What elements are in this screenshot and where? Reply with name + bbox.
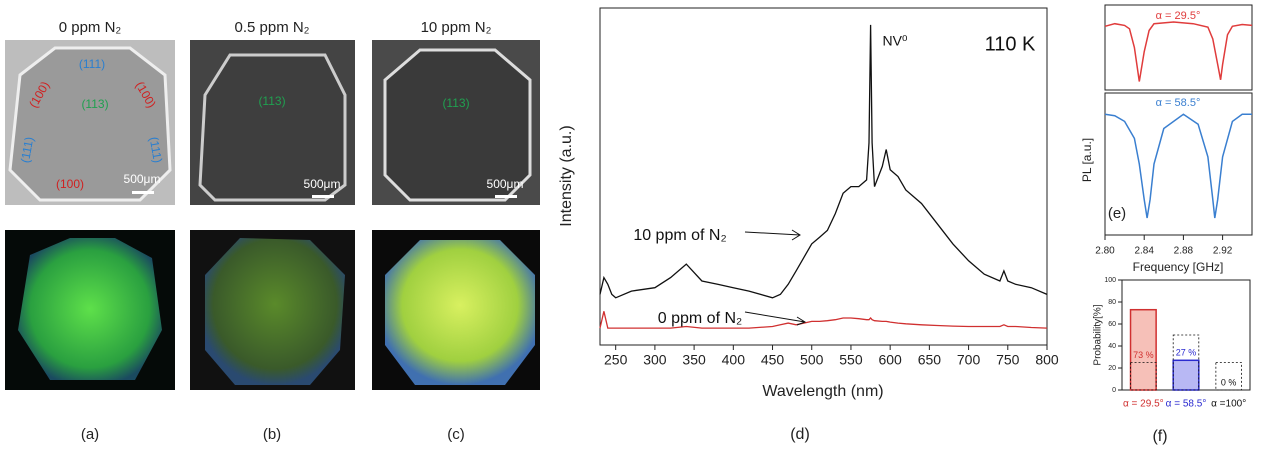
series-line: [599, 311, 1048, 329]
x-tick-label: α = 29.5°: [1123, 399, 1164, 410]
facet: (111): [79, 57, 105, 71]
y-tick-label: 20: [1108, 365, 1116, 372]
x-tick-label: 2.80: [1095, 246, 1115, 257]
x-tick-label: 2.92: [1213, 246, 1233, 257]
crystal: [205, 238, 345, 385]
facet: (113): [442, 96, 469, 110]
crystal: [383, 48, 532, 202]
x-tick-label: 2.88: [1174, 246, 1194, 257]
y-tick-label: 80: [1108, 299, 1116, 306]
series-label: 0 ppm of N₂: [658, 310, 742, 327]
x-tick-label: 800: [1035, 352, 1059, 368]
crystal: [198, 53, 347, 202]
facet: (113): [258, 94, 285, 108]
bar: [1172, 359, 1200, 391]
arrow: [744, 311, 807, 326]
scale-label: 500μm: [487, 177, 524, 191]
panel-label: (f): [1152, 428, 1167, 445]
panel-label: (b): [263, 426, 281, 443]
reference-bar: [1215, 362, 1242, 391]
x-tick-label: 300: [643, 352, 667, 368]
crystal: [18, 238, 162, 380]
facet: (111): [18, 136, 36, 164]
photo-title: 0 ppm N₂: [59, 19, 122, 36]
x-tick-label: 600: [878, 352, 902, 368]
x-tick-label: 550: [839, 352, 863, 368]
charts: 250 300 350 400 450 500 550 600 650 700 750 800Wave…: [558, 4, 1253, 445]
plot-frame: [599, 7, 1048, 346]
x-tick-label: 700: [957, 352, 981, 368]
crystal: [385, 240, 535, 385]
panel-label: (c): [447, 426, 465, 443]
x-tick-label: 250: [604, 352, 628, 368]
scale-label: 500μm: [124, 172, 161, 186]
reference-bar: [1130, 362, 1157, 391]
facet: (111): [147, 136, 165, 164]
panel-label: (e): [1108, 205, 1126, 222]
x-axis-label: Frequency [GHz]: [1133, 260, 1224, 274]
plot-frame: [1104, 4, 1253, 91]
bar: [1129, 308, 1157, 391]
arrow: [744, 229, 801, 241]
scale-bar: [312, 195, 334, 198]
facet: (100): [56, 177, 84, 191]
chart-title: α = 29.5°: [1156, 10, 1201, 22]
chart-title: α = 58.5°: [1156, 97, 1201, 109]
x-tick-label: 500: [800, 352, 824, 368]
photo-a: [5, 40, 175, 390]
y-tick-label: 60: [1108, 321, 1116, 328]
series-label: 10 ppm of N₂: [633, 227, 726, 244]
x-axis-label: Wavelength (nm): [762, 383, 883, 400]
photo-title: 10 ppm N₂: [421, 19, 492, 36]
series-line: [599, 24, 1048, 299]
photo-title: 0.5 ppm N₂: [234, 19, 309, 36]
value-label: 73 %: [1133, 350, 1154, 360]
x-tick-label: α =100°: [1211, 399, 1246, 410]
x-tick-label: 2.84: [1134, 246, 1154, 257]
photo-b: [190, 40, 355, 390]
photo-c: [372, 40, 540, 390]
y-tick-label: 0: [1112, 387, 1116, 394]
x-tick-label: 650: [918, 352, 942, 368]
y-axis-label: Intensity (a.u.): [558, 125, 575, 226]
reference-bar: [1172, 334, 1200, 391]
crystal: [8, 46, 172, 202]
series-line: [1104, 113, 1252, 219]
x-tick-label: 750: [996, 352, 1020, 368]
y-axis-label: PL [a.u.]: [1080, 138, 1094, 182]
y-tick-label: 100: [1104, 277, 1116, 284]
scale-bar: [495, 195, 517, 198]
x-tick-label: 400: [722, 352, 746, 368]
panel-label: (a): [81, 426, 99, 443]
value-label: 0 %: [1221, 377, 1237, 387]
facet: (113): [81, 97, 108, 111]
y-tick-label: 40: [1108, 343, 1116, 350]
annotation: NV⁰: [882, 33, 907, 49]
x-tick-label: 450: [761, 352, 785, 368]
series-line: [1104, 21, 1253, 82]
value-label: 27 %: [1176, 348, 1197, 358]
x-tick-label: 350: [682, 352, 706, 368]
scale-label: 500μm: [304, 177, 341, 191]
annotation: 110 K: [985, 33, 1036, 55]
panel-label: (d): [790, 426, 810, 443]
x-tick-label: α = 58.5°: [1166, 399, 1207, 410]
y-axis-label: Probability[%]: [1093, 304, 1104, 365]
scale-bar: [132, 191, 154, 194]
plot-frame: [1104, 92, 1253, 236]
